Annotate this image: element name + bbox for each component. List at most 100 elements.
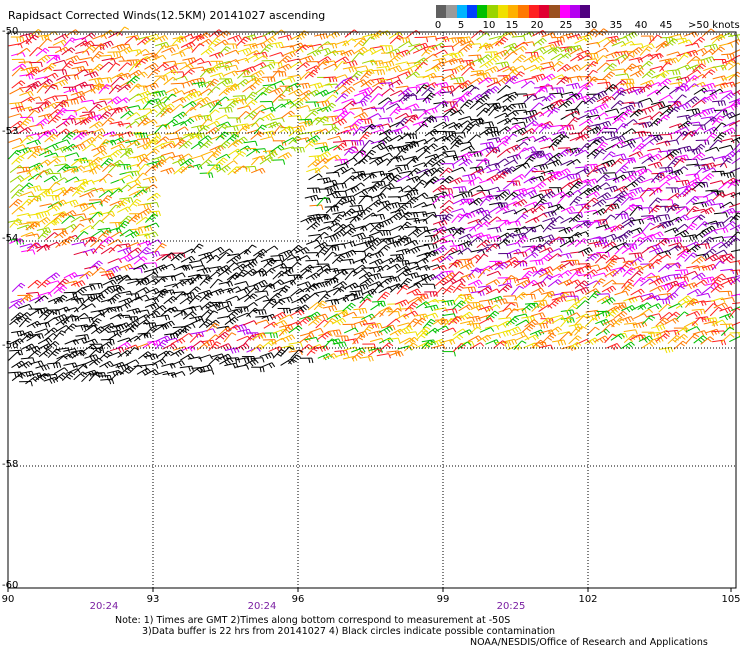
colorbar-label: 5 xyxy=(457,20,465,31)
wind-barb-tick xyxy=(46,54,51,60)
wind-barb-tick xyxy=(259,77,264,82)
wind-barb-tick xyxy=(226,153,231,159)
wind-barb-tick xyxy=(638,47,643,52)
wind-barb-tick xyxy=(129,164,132,170)
wind-barb-tick xyxy=(528,32,533,38)
wind-barb-tick xyxy=(249,67,254,73)
wind-barb-tick xyxy=(334,124,337,130)
wind-barb xyxy=(101,139,114,145)
wind-barb-tick xyxy=(349,102,355,107)
wind-barb-tick xyxy=(52,83,58,88)
wind-barb-tick xyxy=(332,185,337,191)
wind-barb-tick xyxy=(665,181,671,186)
wind-barb xyxy=(548,40,561,45)
wind-barb xyxy=(605,136,618,141)
wind-barb-tick xyxy=(585,133,590,138)
wind-barb-tick xyxy=(364,75,369,79)
wind-barb-tick xyxy=(559,99,564,103)
wind-barb xyxy=(524,167,534,177)
wind-barb xyxy=(421,203,434,208)
wind-barb-tick xyxy=(53,57,58,62)
wind-barb xyxy=(128,62,138,73)
wind-barb-tick xyxy=(154,62,159,68)
wind-barb-tick xyxy=(57,195,60,201)
wind-barb xyxy=(358,118,371,121)
wind-barb xyxy=(722,104,734,111)
wind-barb xyxy=(210,72,222,78)
wind-barb xyxy=(423,157,433,167)
wind-barb-tick xyxy=(76,55,81,61)
wind-barb-tick xyxy=(449,86,453,92)
wind-barb xyxy=(128,69,139,77)
wind-barb-tick xyxy=(623,153,627,159)
wind-barb xyxy=(578,126,588,135)
wind-barb-tick xyxy=(485,42,491,47)
wind-barb-tick xyxy=(408,37,411,43)
wind-barb-tick xyxy=(52,145,56,150)
wind-barb-tick xyxy=(540,151,545,156)
wind-barb xyxy=(71,143,84,149)
wind-barb-tick xyxy=(694,75,699,79)
wind-barb xyxy=(342,38,353,47)
wind-barb-tick xyxy=(299,100,304,106)
wind-barb-tick xyxy=(562,37,565,43)
wind-barb-tick xyxy=(370,79,375,84)
wind-barb-tick xyxy=(116,163,122,168)
wind-barb-tick xyxy=(367,94,372,98)
wind-barb-tick xyxy=(679,87,684,91)
wind-barb xyxy=(466,86,476,96)
wind-barb-tick xyxy=(631,128,636,133)
wind-barb-tick xyxy=(554,141,560,145)
wind-barb-tick xyxy=(234,133,239,138)
wind-barb-tick xyxy=(583,169,588,175)
wind-barb xyxy=(448,177,461,184)
wind-barb-tick xyxy=(18,82,23,87)
wind-barb-tick xyxy=(221,33,226,39)
wind-barb-tick xyxy=(712,44,716,50)
colorbar-swatch xyxy=(518,5,529,18)
wind-barb xyxy=(92,34,105,40)
wind-barb-tick xyxy=(262,62,267,67)
wind-barb xyxy=(178,153,189,161)
wind-barb xyxy=(379,82,392,85)
wind-barb xyxy=(318,83,330,89)
wind-barb-tick xyxy=(101,128,106,133)
wind-barb-tick xyxy=(695,55,701,60)
wind-barb-tick xyxy=(632,51,635,57)
wind-barb-tick xyxy=(496,106,501,110)
wind-barb xyxy=(343,157,355,165)
wind-barb-tick xyxy=(245,58,250,63)
wind-barb-tick xyxy=(539,48,544,53)
wind-barb-tick xyxy=(233,126,236,132)
wind-barb-tick xyxy=(134,171,137,177)
wind-barb-tick xyxy=(162,54,167,60)
wind-barb xyxy=(585,191,597,199)
colorbar-swatch xyxy=(466,5,478,18)
wind-barb-tick xyxy=(258,71,263,76)
wind-barb-tick xyxy=(67,146,72,152)
wind-barb xyxy=(325,115,338,118)
wind-barb xyxy=(664,139,677,143)
wind-barb-tick xyxy=(70,118,74,124)
wind-barb xyxy=(533,135,545,142)
wind-barb-tick xyxy=(361,107,364,113)
colorbar-swatch xyxy=(569,5,581,18)
wind-barb xyxy=(395,112,407,120)
wind-barb-tick xyxy=(710,108,714,114)
wind-barb-tick xyxy=(715,146,720,152)
wind-barb-tick xyxy=(627,194,631,199)
wind-barb xyxy=(549,124,562,128)
wind-barb xyxy=(334,61,343,71)
wind-barb-tick xyxy=(128,149,134,154)
wind-barb-tick xyxy=(330,206,333,212)
wind-barb-tick xyxy=(651,156,656,161)
wind-barb-tick xyxy=(64,79,69,84)
wind-barb-tick xyxy=(627,109,633,113)
wind-barb xyxy=(216,65,229,69)
wind-barb-tick xyxy=(155,68,161,73)
wind-barb-tick xyxy=(345,52,350,57)
wind-barb-tick xyxy=(248,166,251,172)
wind-barb xyxy=(183,107,193,117)
wind-barb-tick xyxy=(46,80,51,85)
wind-barb-tick xyxy=(704,124,707,131)
